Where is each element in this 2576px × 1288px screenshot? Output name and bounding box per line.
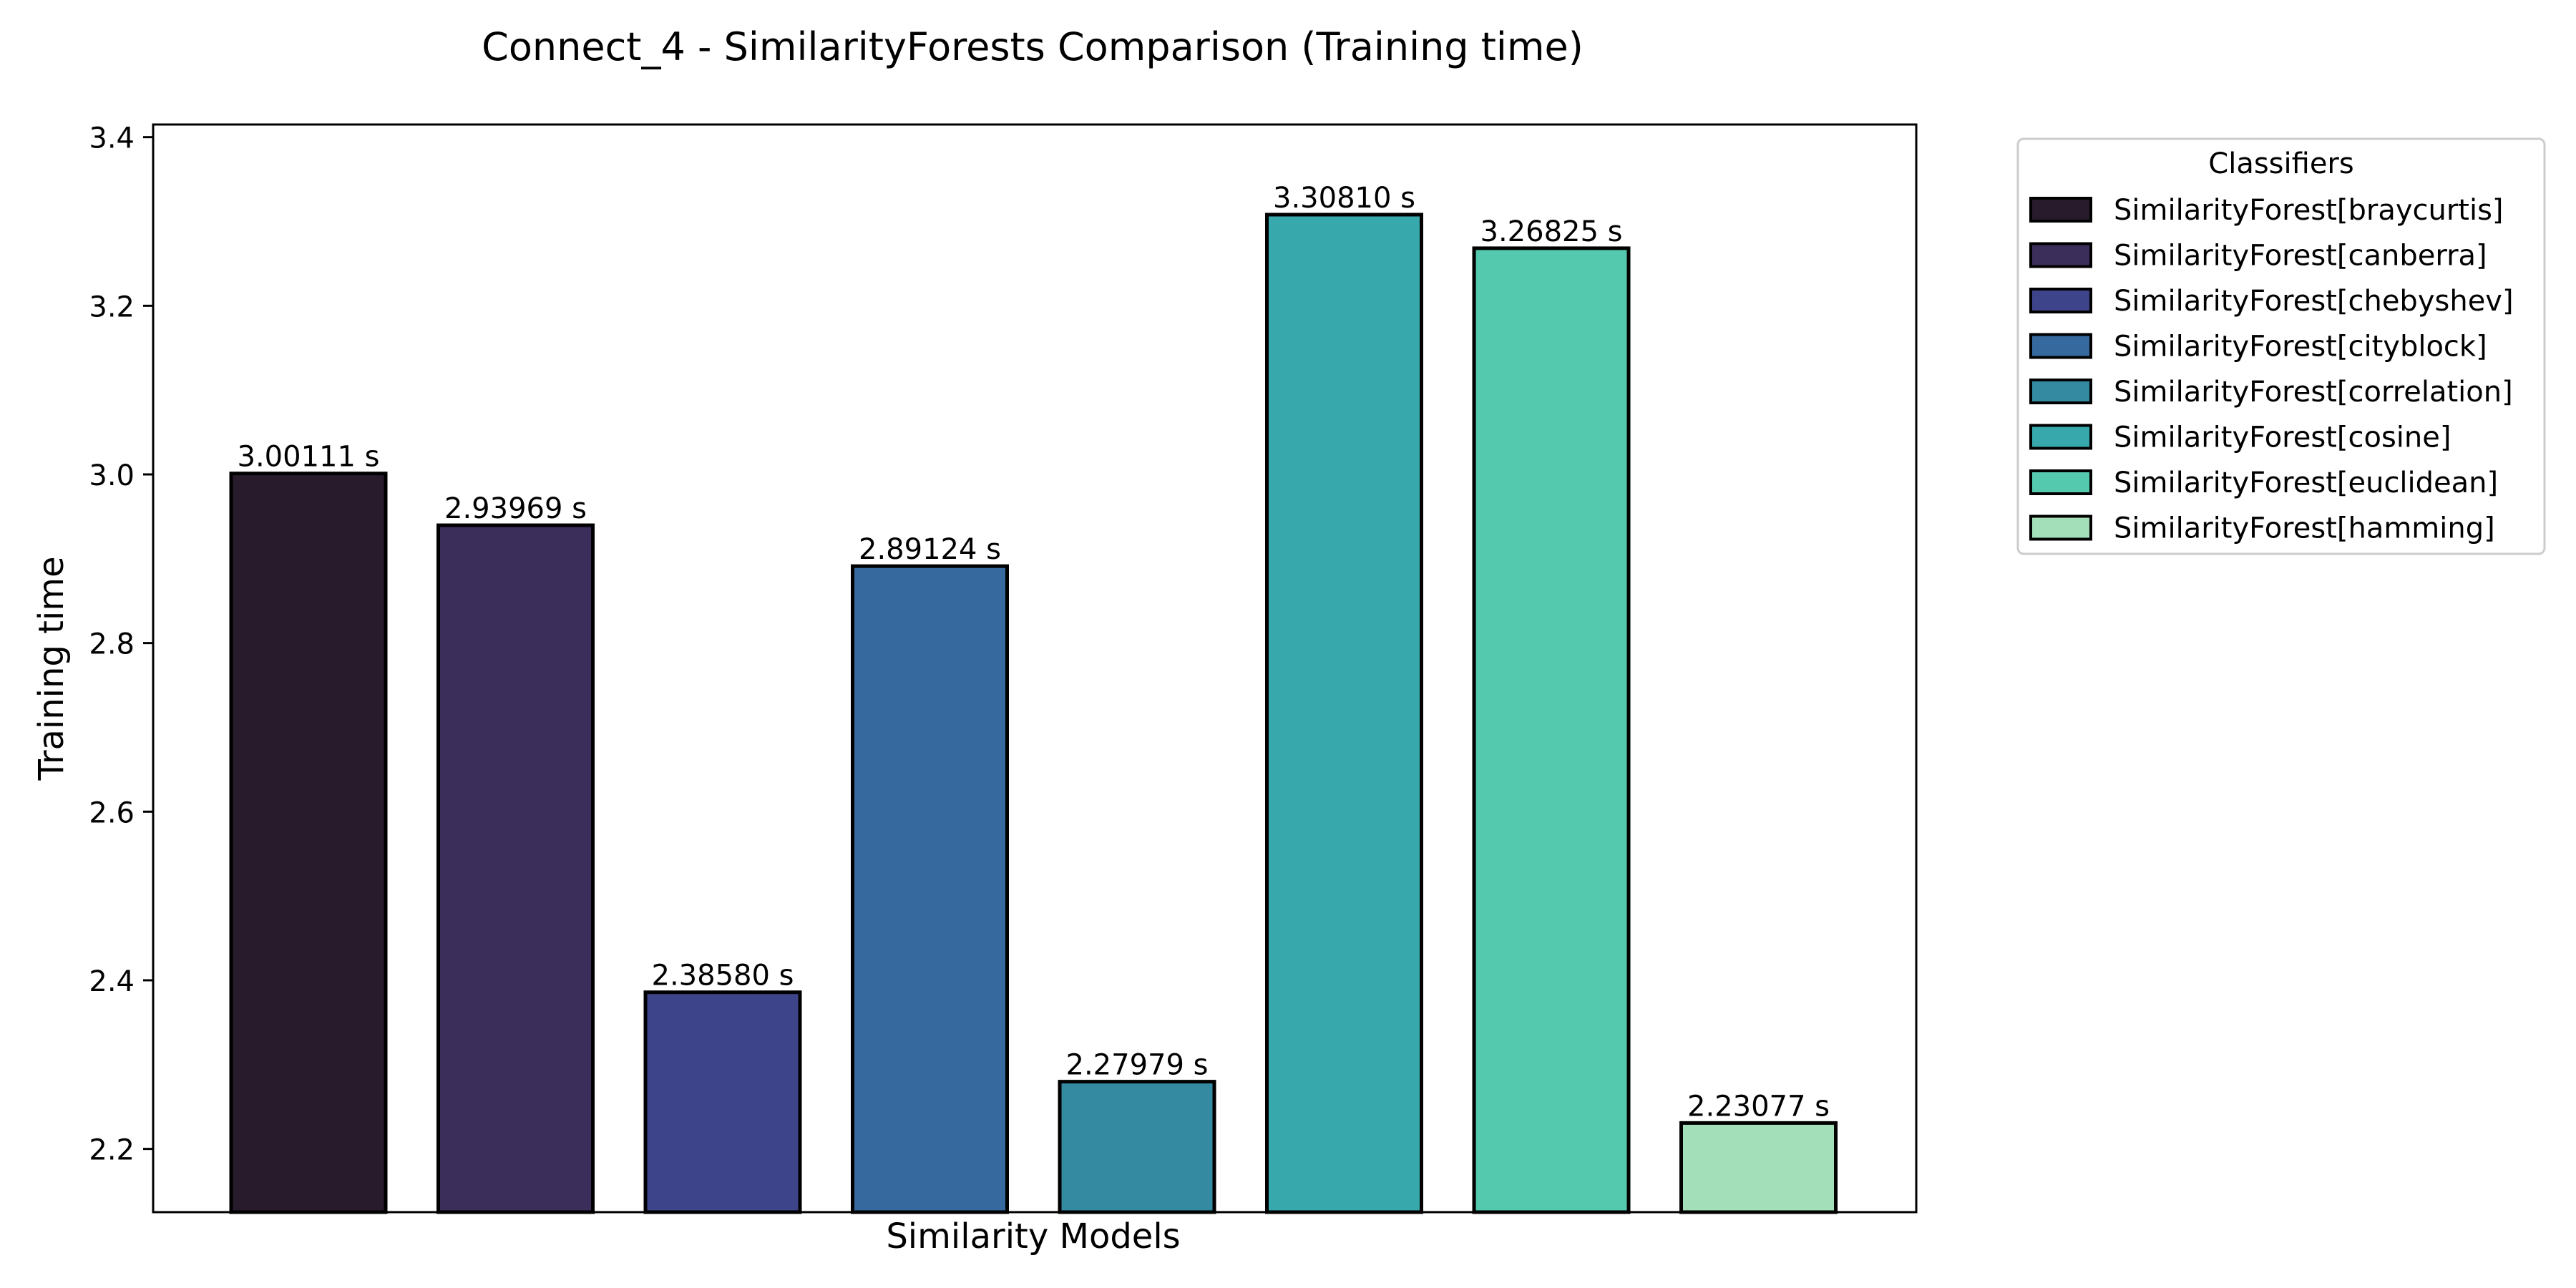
legend-label: SimilarityForest[correlation] [2114,376,2513,409]
bar [436,523,595,1214]
x-axis-label: Similarity Models [886,1216,1180,1257]
bar [851,564,1009,1214]
bar-value-label: 2.38580 s [652,960,794,992]
y-tick-label: 3.4 [89,122,135,155]
bars: 3.00111 s 2.93969 s 2.38580 s 2.89124 s 2.27… [229,182,1838,1214]
y-axis: 2.2 2.4 2.6 2.8 3.0 3.2 3.4 [89,122,153,1167]
legend: Classifiers SimilarityForest[braycurtis]… [2016,137,2546,555]
bar-value-label: 2.23077 s [1687,1090,1830,1123]
legend-title: Classifiers [2208,147,2353,180]
bar [643,990,802,1214]
y-tick-label: 2.4 [89,965,135,998]
bar-value-label: 2.89124 s [859,533,1001,566]
bar-value-label: 2.93969 s [444,492,587,525]
legend-label: SimilarityForest[cityblock] [2114,331,2487,364]
bar [229,472,388,1214]
y-tick-label: 2.2 [89,1134,135,1167]
y-tick-label: 2.6 [89,796,135,829]
plot-frame [152,123,1918,1214]
legend-label: SimilarityForest[chebyshev] [2114,285,2514,318]
y-tick-label: 3.0 [89,459,135,492]
legend-swatch [2029,379,2092,404]
bar [1679,1121,1838,1214]
y-tick-label: 3.2 [89,291,135,323]
bar-value-label: 2.27979 s [1066,1049,1209,1082]
legend-label: SimilarityForest[canberra] [2114,240,2487,273]
chart-title: Connect_4 - SimilarityForests Comparison… [482,24,1584,69]
legend-label: SimilarityForest[hamming] [2114,512,2495,545]
bar-value-label: 3.30810 s [1273,182,1415,215]
legend-swatch [2029,424,2092,450]
legend-label: SimilarityForest[cosine] [2114,421,2451,454]
legend-swatch [2029,514,2092,541]
legend-swatch [2029,333,2092,359]
y-tick-label: 2.8 [89,628,135,661]
legend-swatch [2029,242,2092,268]
legend-swatch [2029,197,2092,223]
bar-value-label: 3.26825 s [1480,215,1623,248]
bar-value-label: 3.00111 s [238,441,380,474]
legend-label: SimilarityForest[braycurtis] [2114,194,2504,227]
y-axis-label: Training time [31,556,72,781]
legend-swatch [2029,469,2092,495]
bar [1265,213,1423,1214]
legend-swatch [2029,288,2092,313]
bar [1058,1080,1216,1214]
legend-box [2016,137,2546,555]
legend-label: SimilarityForest[euclidean] [2114,467,2498,499]
bar [1472,246,1631,1214]
